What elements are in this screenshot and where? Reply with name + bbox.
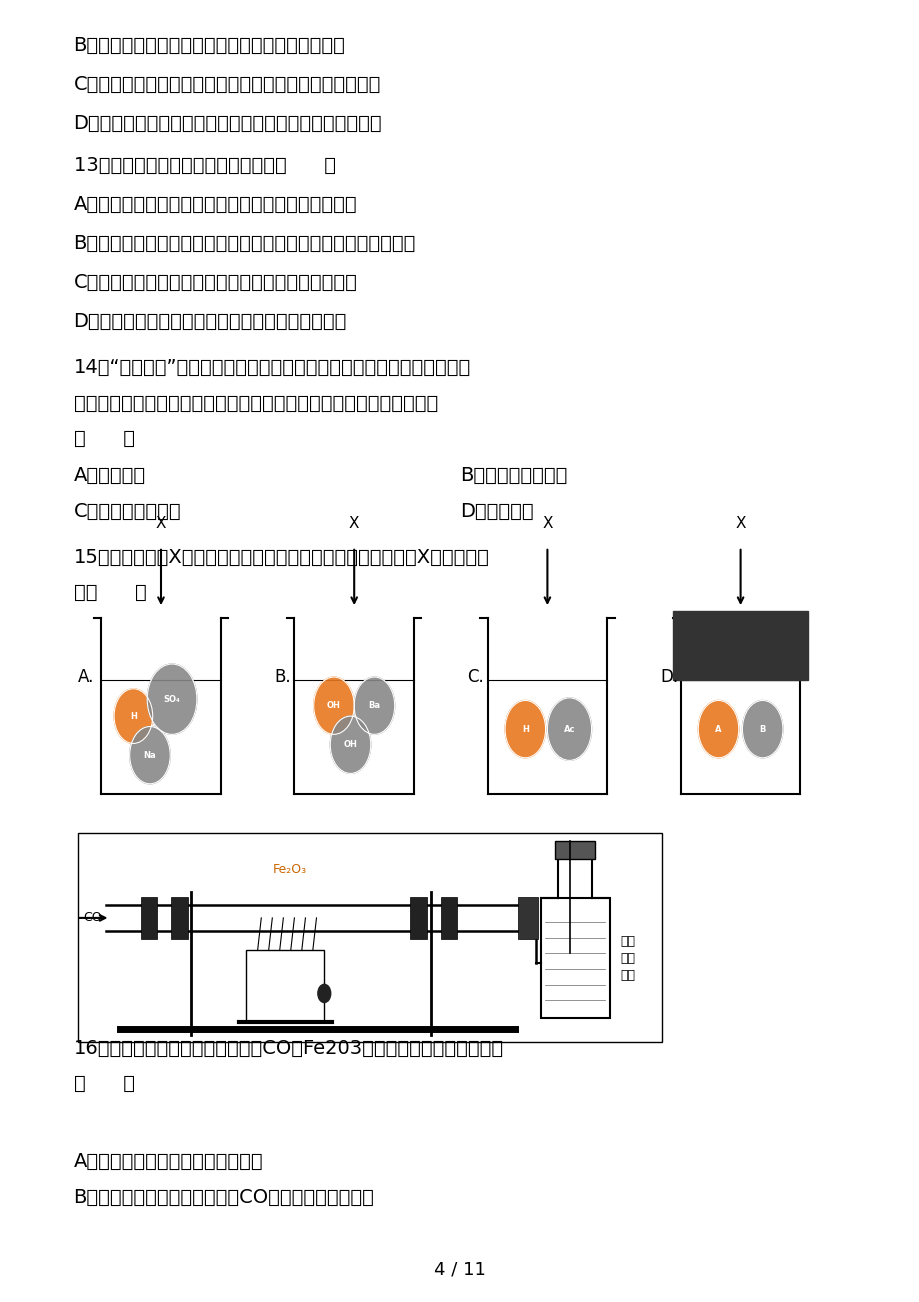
- Text: D．冶炼金属: D．冶炼金属: [460, 503, 533, 521]
- Text: X: X: [155, 516, 166, 531]
- Text: C．不打开瓶塞，聚焦太阳光引燃足量白磷，实验效果更好: C．不打开瓶塞，聚焦太阳光引燃足量白磷，实验效果更好: [74, 76, 380, 94]
- Text: X: X: [348, 516, 359, 531]
- Text: 4 / 11: 4 / 11: [434, 1260, 485, 1279]
- Bar: [440, 897, 457, 939]
- Text: C.: C.: [467, 668, 483, 686]
- Text: Na: Na: [143, 751, 156, 759]
- Circle shape: [698, 700, 738, 758]
- Text: 14、“一带一路”是跨越时空的宏伟构想，赋予了古丝绸之路崭新的时代内: 14、“一带一路”是跨越时空的宏伟构想，赋予了古丝绸之路崭新的时代内: [74, 358, 471, 376]
- Text: H: H: [130, 712, 137, 720]
- Text: Ba: Ba: [368, 702, 380, 710]
- Bar: [554, 841, 595, 859]
- Text: 氢氧
化钓
溶液: 氢氧 化钓 溶液: [620, 935, 635, 982]
- Text: 是（      ）: 是（ ）: [74, 583, 146, 602]
- Text: 15、下图是物质X溦于水中发生解离的微观示意图，其中能说明X是一种酸的: 15、下图是物质X溦于水中发生解离的微观示意图，其中能说明X是一种酸的: [74, 548, 489, 566]
- Circle shape: [318, 984, 331, 1003]
- Text: D．向蔮餏水中加入适量肋皂水搞拌，产生大量泡沫: D．向蔮餏水中加入适量肋皂水搞拌，产生大量泡沫: [74, 312, 346, 331]
- Circle shape: [742, 700, 782, 758]
- Text: A: A: [714, 725, 721, 733]
- Circle shape: [114, 689, 153, 743]
- Text: B．指南针指引航海: B．指南针指引航海: [460, 466, 567, 484]
- Text: Fe₂O₃: Fe₂O₃: [272, 863, 307, 876]
- Circle shape: [147, 664, 197, 734]
- Text: OH: OH: [343, 741, 357, 749]
- Text: A.: A.: [78, 668, 95, 686]
- Text: Ac: Ac: [563, 725, 574, 733]
- Bar: [517, 897, 538, 939]
- Bar: [78, 833, 662, 1042]
- Text: B．将一氧化碳通入装有灸热氧化铜的玻璃管，生成铜和二氧化碳: B．将一氧化碳通入装有灸热氧化铜的玻璃管，生成铜和二氧化碳: [74, 234, 415, 253]
- Circle shape: [354, 677, 394, 734]
- Text: 13、下列有关实验现象描述正确的是（      ）: 13、下列有关实验现象描述正确的是（ ）: [74, 156, 335, 174]
- Circle shape: [547, 698, 591, 760]
- Text: C．用泥土烧制陶瓷: C．用泥土烧制陶瓷: [74, 503, 181, 521]
- Circle shape: [130, 727, 170, 784]
- Text: C．鐵丝在空气中劑烈燃烧，火星四射，生成黑色固体: C．鐵丝在空气中劑烈燃烧，火星四射，生成黑色固体: [74, 273, 357, 292]
- Text: B: B: [759, 725, 765, 733]
- Text: A．使用火药: A．使用火药: [74, 466, 145, 484]
- Text: 16、某同学用如图所示的装置进行CO与Fe203的反应。下列说法错误的是: 16、某同学用如图所示的装置进行CO与Fe203的反应。下列说法错误的是: [74, 1039, 504, 1057]
- Circle shape: [313, 677, 354, 734]
- Text: D.: D.: [660, 668, 678, 686]
- Text: 涵。下列通过古丝绸之路传到国外的发明和技术中不涉及化学变化的是: 涵。下列通过古丝绸之路传到国外的发明和技术中不涉及化学变化的是: [74, 395, 437, 413]
- Text: B．加热前应先通入一段时间的CO以排尽装置内的空气: B．加热前应先通入一段时间的CO以排尽装置内的空气: [74, 1189, 374, 1207]
- Text: A．打开盛有浓盐酸试剂瓶的瓶塞，瓶口出现大量白烟: A．打开盛有浓盐酸试剂瓶的瓶塞，瓶口出现大量白烟: [74, 195, 357, 214]
- Text: OH: OH: [326, 702, 341, 710]
- Bar: [410, 897, 426, 939]
- Bar: [171, 897, 187, 939]
- Bar: [246, 950, 324, 1022]
- Text: （      ）: （ ）: [74, 430, 134, 448]
- Text: B．用细鐵丝代替白磷进行实验，不会影响实验结果: B．用细鐵丝代替白磷进行实验，不会影响实验结果: [74, 36, 346, 55]
- Text: SO₄: SO₄: [164, 695, 180, 703]
- Text: D．若实验过程中，没有将弹簧夹夹紧，不会影响实验结果: D．若实验过程中，没有将弹簧夹夹紧，不会影响实验结果: [74, 115, 381, 133]
- Text: X: X: [734, 516, 745, 531]
- Bar: [141, 897, 157, 939]
- Text: A．该实验装置应增加尾气处理装置: A．该实验装置应增加尾气处理装置: [74, 1152, 263, 1170]
- Text: B.: B.: [274, 668, 290, 686]
- Bar: [540, 898, 609, 1018]
- Text: H: H: [521, 725, 528, 733]
- Polygon shape: [673, 611, 807, 680]
- Text: （      ）: （ ）: [74, 1074, 134, 1092]
- Circle shape: [505, 700, 545, 758]
- Text: CO: CO: [83, 911, 101, 924]
- Text: X: X: [541, 516, 552, 531]
- Circle shape: [330, 716, 370, 773]
